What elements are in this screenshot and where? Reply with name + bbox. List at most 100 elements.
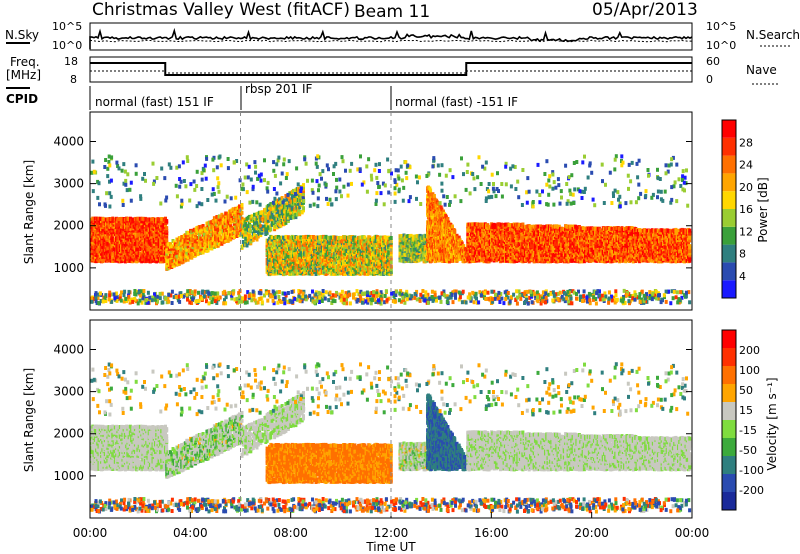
- power-cell: [101, 259, 105, 264]
- power-cell: [165, 237, 169, 242]
- power-cell: [233, 235, 236, 239]
- power-cell: [230, 214, 234, 218]
- nave-tick-bottom: 0: [706, 73, 713, 86]
- power-cell: [210, 243, 214, 248]
- power-cell: [165, 228, 169, 233]
- power-cell: [175, 251, 179, 256]
- power-cell: [240, 216, 244, 221]
- power-cell: [199, 241, 203, 246]
- power-cell: [98, 253, 102, 258]
- power-cell: [432, 194, 436, 198]
- power-cell: [169, 259, 172, 264]
- power-cell: [180, 235, 184, 239]
- power-cell: [91, 240, 95, 245]
- power-cell: [170, 247, 174, 252]
- power-heatmap: [90, 154, 692, 306]
- frequency-trace: [90, 62, 692, 76]
- power-cell: [238, 204, 241, 209]
- noise-sky-label: N.Sky: [5, 28, 39, 42]
- power-cell: [165, 251, 169, 256]
- power-cell: [446, 217, 450, 221]
- frequency-panel: Freq. [MHz] 18 8 60 0 Nave: [6, 55, 780, 89]
- power-cell: [186, 230, 190, 235]
- power-cell: [211, 238, 215, 243]
- power-cell: [170, 244, 174, 249]
- noise-sky-trace: [89, 27, 693, 49]
- power-cell: [165, 219, 169, 224]
- power-cell: [241, 228, 245, 233]
- power-cell: [186, 244, 190, 249]
- power-cell: [177, 261, 181, 266]
- power-cell: [169, 262, 172, 267]
- power-cell: [184, 233, 188, 238]
- power-cell: [165, 234, 169, 239]
- noise-search-trace: [89, 39, 692, 43]
- power-cell: [93, 220, 97, 225]
- power-cell: [239, 213, 243, 218]
- power-cell: [120, 216, 124, 221]
- date-title: 05/Apr/2013: [592, 0, 698, 20]
- power-cell: [219, 230, 223, 235]
- freq-label-bottom: [MHz]: [6, 68, 41, 82]
- power-cell: [167, 249, 171, 254]
- cpid-segment-1: normal (fast) 151 IF: [95, 95, 214, 109]
- power-cell: [195, 249, 199, 254]
- noise-right-tick-bottom: 10^0: [706, 39, 736, 52]
- power-cell: [197, 232, 201, 237]
- freq-label-top: Freq.: [10, 55, 40, 69]
- power-cell: [238, 206, 241, 211]
- power-cell: [240, 210, 244, 215]
- power-cell: [177, 259, 181, 264]
- beam-title: Beam 11: [354, 2, 430, 22]
- power-cell: [206, 248, 210, 253]
- noise-right-tick-top: 10^5: [706, 20, 736, 33]
- cpid-segment-2: rbsp 201 IF: [245, 82, 312, 96]
- power-cell: [164, 216, 167, 221]
- power-cell: [429, 188, 433, 193]
- power-cell: [229, 237, 233, 242]
- power-cell: [212, 231, 216, 236]
- power-cell: [231, 216, 235, 221]
- power-cell: [389, 260, 393, 265]
- power-cell: [240, 203, 244, 207]
- power-cell: [111, 235, 115, 240]
- noise-left-tick-top: 10^5: [52, 20, 82, 33]
- power-cell: [112, 224, 116, 229]
- freq-left-tick-top: 18: [64, 55, 78, 68]
- power-cell: [190, 255, 194, 260]
- nave-tick-top: 60: [706, 55, 720, 68]
- power-cell: [453, 228, 457, 233]
- power-cell: [201, 250, 205, 255]
- power-cell: [210, 246, 214, 251]
- power-cell: [201, 224, 205, 228]
- power-cell: [186, 257, 190, 262]
- noise-left-tick-bottom: 10^0: [52, 39, 82, 52]
- power-cell: [151, 217, 155, 221]
- freq-left-tick-bottom: 8: [70, 73, 77, 86]
- power-cell: [185, 247, 189, 252]
- power-cell: [207, 222, 211, 227]
- power-cell: [131, 217, 135, 222]
- nave-trace: [90, 70, 692, 74]
- cpid-label: CPID: [6, 92, 38, 106]
- power-cell: [221, 235, 225, 240]
- power-cell: [221, 214, 225, 219]
- power-cell: [231, 207, 235, 212]
- power-cell: [190, 240, 194, 245]
- power-cell: [211, 236, 215, 240]
- power-cell: [169, 242, 172, 247]
- power-cell: [233, 221, 236, 226]
- power-cell: [269, 227, 273, 232]
- cpid-segment-3: normal (fast) -151 IF: [395, 95, 518, 109]
- nave-label: Nave: [746, 63, 777, 77]
- power-cell: [165, 226, 169, 231]
- power-cell: [302, 206, 305, 211]
- power-cell: [196, 252, 200, 257]
- power-cell: [177, 246, 181, 251]
- power-cell: [224, 211, 228, 216]
- power-cell: [194, 252, 198, 256]
- power-cell: [204, 228, 208, 233]
- power-cell: [235, 230, 239, 235]
